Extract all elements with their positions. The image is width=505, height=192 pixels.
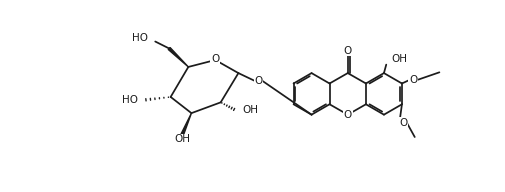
Text: OH: OH xyxy=(242,105,258,115)
Text: OH: OH xyxy=(174,134,190,144)
Polygon shape xyxy=(168,47,188,67)
Text: O: O xyxy=(343,110,352,120)
Text: O: O xyxy=(409,75,417,85)
Text: HO: HO xyxy=(131,33,147,43)
Text: O: O xyxy=(211,54,220,64)
Polygon shape xyxy=(181,113,191,135)
Text: OH: OH xyxy=(392,54,408,64)
Text: O: O xyxy=(255,76,263,86)
Text: HO: HO xyxy=(122,95,137,105)
Text: O: O xyxy=(399,118,408,128)
Text: O: O xyxy=(343,46,352,56)
